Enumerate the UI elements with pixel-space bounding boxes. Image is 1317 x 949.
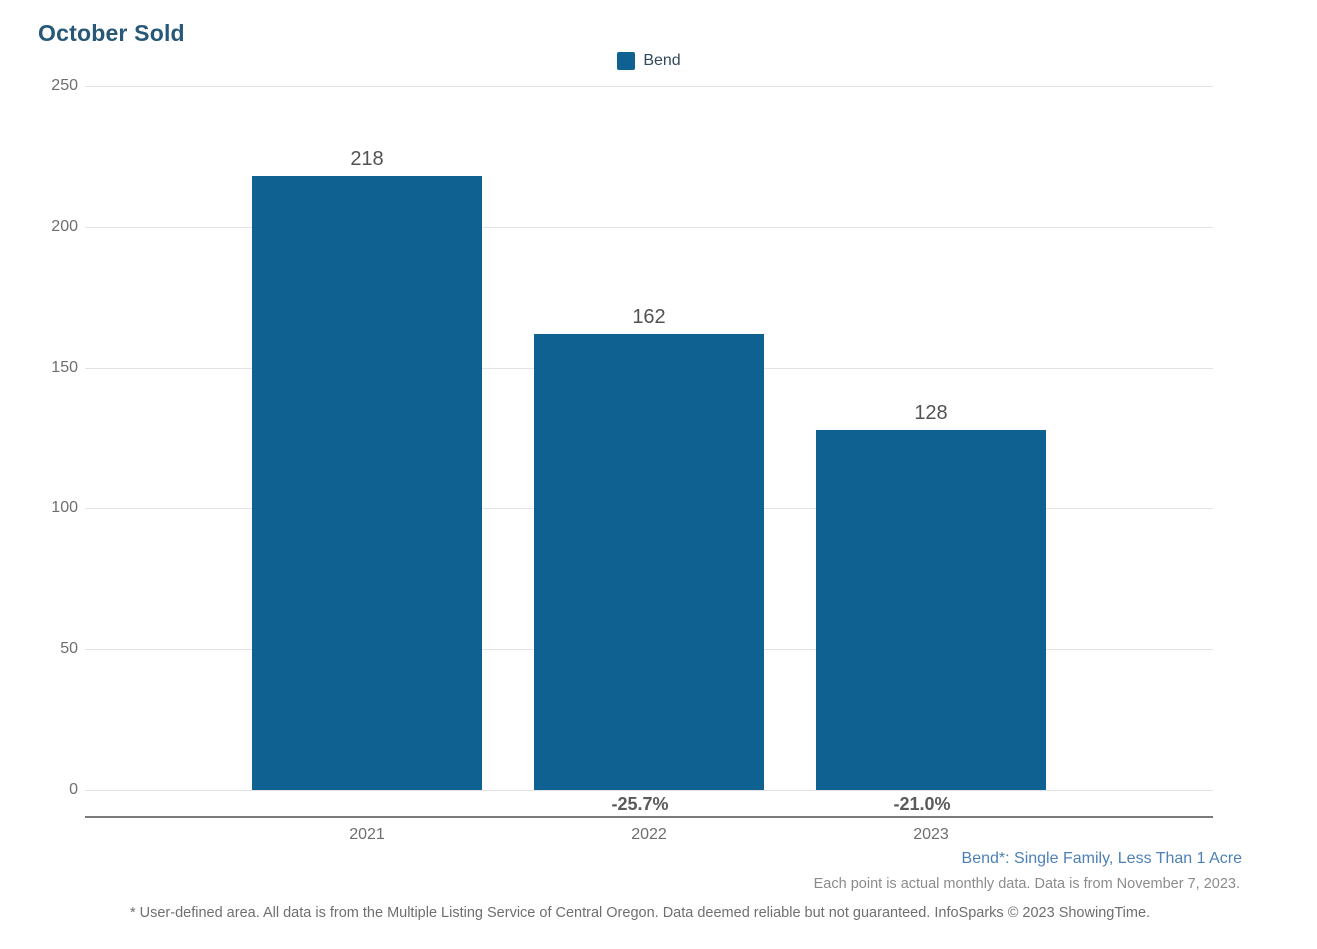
- footnote-data-note: Each point is actual monthly data. Data …: [813, 876, 1240, 892]
- y-tick-label-250: 250: [51, 77, 78, 94]
- footnote-area-definition: Bend*: Single Family, Less Than 1 Acre: [961, 850, 1242, 867]
- pct-change-label-2023: -21.0%: [893, 794, 951, 814]
- y-tick-label-50: 50: [60, 640, 78, 658]
- y-tick-label-150: 150: [51, 358, 78, 376]
- bar-value-label-2022: 162: [632, 305, 666, 328]
- bar-2022[interactable]: [534, 333, 764, 790]
- pct-change-label-2022: -25.7%: [611, 794, 669, 814]
- bar-value-label-2023: 128: [914, 401, 948, 424]
- legend[interactable]: Bend: [85, 52, 1213, 70]
- footnote-disclaimer: * User-defined area. All data is from th…: [129, 905, 1151, 921]
- y-tick-label-200: 200: [51, 217, 78, 235]
- chart-title: October Sold: [38, 20, 185, 46]
- x-tick-label-2021: 2021: [349, 826, 385, 843]
- gridline-250: [85, 86, 1213, 87]
- bar-2021[interactable]: [252, 176, 482, 790]
- legend-label-bend: Bend: [643, 52, 681, 69]
- x-tick-label-2022: 2022: [631, 826, 667, 843]
- gridline-200: [85, 226, 1213, 228]
- bar-value-label-2021: 218: [350, 148, 384, 171]
- x-axis-line: [85, 816, 1213, 818]
- gridline-0: [85, 790, 1213, 791]
- y-tick-label-0: 0: [69, 781, 78, 798]
- x-tick-label-2023: 2023: [913, 826, 949, 843]
- bar-2023[interactable]: [816, 429, 1046, 790]
- legend-swatch-bend: [617, 52, 636, 70]
- y-tick-label-100: 100: [51, 499, 78, 517]
